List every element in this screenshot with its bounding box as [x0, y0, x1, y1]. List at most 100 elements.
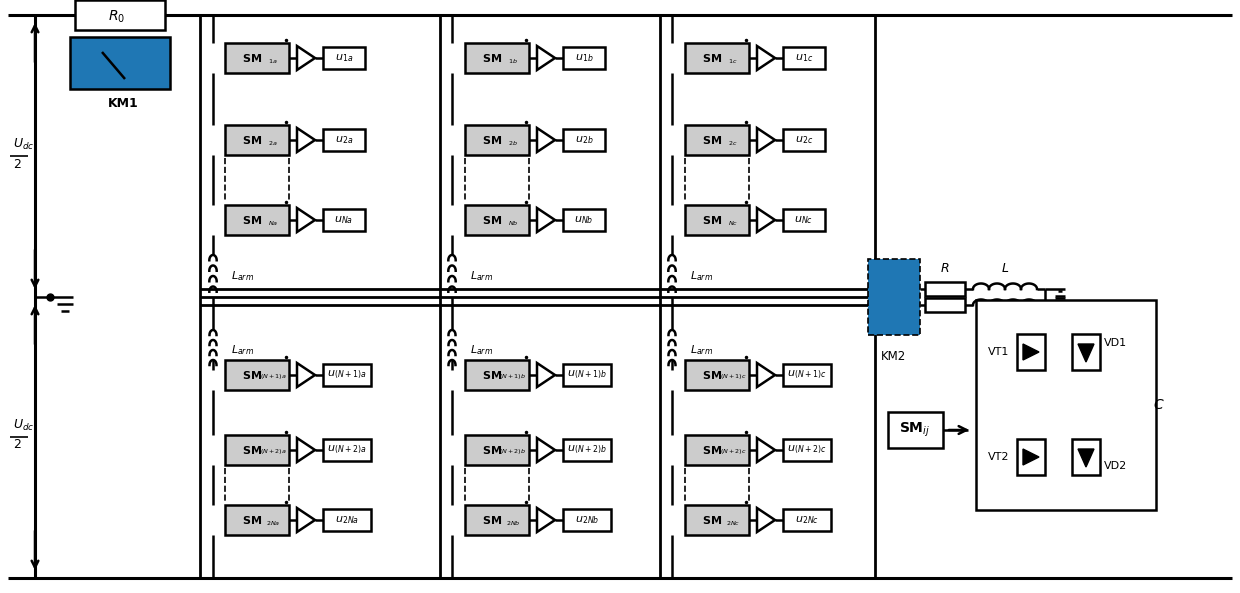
Bar: [322, 439, 371, 461]
Text: $\mathbf{SM}$: $\mathbf{SM}$: [482, 214, 502, 226]
Text: $\mathbf{SM}$: $\mathbf{SM}$: [702, 52, 722, 64]
Text: $R$: $R$: [940, 262, 950, 275]
Text: $L_{arm}$: $L_{arm}$: [689, 343, 713, 357]
Text: $_{(N+2)b}$: $_{(N+2)b}$: [500, 448, 527, 458]
Polygon shape: [756, 438, 775, 462]
Bar: [563, 47, 605, 69]
Text: $_{(N+2)a}$: $_{(N+2)a}$: [259, 448, 286, 458]
Text: $_{1c}$: $_{1c}$: [728, 56, 738, 65]
Bar: [684, 43, 749, 73]
Bar: [563, 129, 605, 151]
Text: $2$: $2$: [12, 438, 21, 451]
Bar: [224, 125, 289, 155]
Text: $u_{2Na}$: $u_{2Na}$: [335, 514, 360, 526]
Text: $_{Na}$: $_{Na}$: [268, 218, 278, 228]
Text: $_{(N+1)c}$: $_{(N+1)c}$: [719, 373, 746, 383]
Text: $\mathbf{SM}$: $\mathbf{SM}$: [242, 514, 262, 526]
Bar: [465, 125, 529, 155]
Text: $_{(N+1)b}$: $_{(N+1)b}$: [500, 373, 527, 383]
Bar: [782, 439, 831, 461]
Bar: [684, 125, 749, 155]
Bar: [976, 300, 1156, 510]
Bar: [465, 505, 529, 535]
Text: $\mathbf{SM}$: $\mathbf{SM}$: [482, 52, 502, 64]
Text: $u_{(N+2)a}$: $u_{(N+2)a}$: [327, 444, 367, 456]
Bar: [782, 364, 831, 386]
Polygon shape: [756, 128, 775, 152]
Text: $U_{dc}$: $U_{dc}$: [12, 417, 35, 432]
Bar: [322, 47, 365, 69]
Bar: [563, 509, 611, 531]
Polygon shape: [1078, 344, 1094, 362]
Bar: [465, 205, 529, 235]
Text: $\mathbf{SM}$: $\mathbf{SM}$: [242, 214, 262, 226]
Text: $u_{1c}$: $u_{1c}$: [795, 52, 813, 64]
Polygon shape: [298, 363, 315, 387]
Bar: [224, 435, 289, 465]
Polygon shape: [1023, 449, 1039, 465]
Bar: [1017, 334, 1045, 370]
Bar: [782, 209, 825, 231]
Bar: [322, 129, 365, 151]
Text: $\mathbf{SM}$: $\mathbf{SM}$: [482, 134, 502, 146]
Text: $u_{2Nc}$: $u_{2Nc}$: [795, 514, 818, 526]
Bar: [1017, 439, 1045, 475]
Text: $_{Nb}$: $_{Nb}$: [507, 218, 518, 228]
Text: KM1: KM1: [108, 97, 139, 110]
Bar: [684, 435, 749, 465]
Text: $u_{2b}$: $u_{2b}$: [574, 134, 593, 146]
Text: $\mathbf{SM}$: $\mathbf{SM}$: [702, 514, 722, 526]
Bar: [684, 360, 749, 390]
Text: KM2: KM2: [882, 350, 906, 363]
Text: $\mathbf{SM}$: $\mathbf{SM}$: [242, 52, 262, 64]
Bar: [684, 205, 749, 235]
Text: $u_{1a}$: $u_{1a}$: [335, 52, 353, 64]
Bar: [322, 209, 365, 231]
Text: $_{2Na}$: $_{2Na}$: [265, 518, 280, 528]
Bar: [224, 43, 289, 73]
Bar: [224, 505, 289, 535]
Bar: [224, 360, 289, 390]
Bar: [465, 360, 529, 390]
Text: $L_{arm}$: $L_{arm}$: [231, 269, 254, 283]
Bar: [782, 129, 825, 151]
Text: $_{2Nc}$: $_{2Nc}$: [725, 518, 740, 528]
Text: $_{1b}$: $_{1b}$: [508, 56, 518, 65]
Bar: [322, 364, 371, 386]
Polygon shape: [756, 508, 775, 532]
Text: $u_{(N+1)c}$: $u_{(N+1)c}$: [787, 369, 827, 381]
Text: VT1: VT1: [987, 347, 1009, 357]
Polygon shape: [537, 438, 556, 462]
Polygon shape: [537, 363, 556, 387]
Text: $\mathbf{SM}$: $\mathbf{SM}$: [702, 444, 722, 456]
Polygon shape: [537, 46, 556, 70]
Bar: [465, 435, 529, 465]
Bar: [69, 37, 170, 89]
Text: $u_{(N+1)a}$: $u_{(N+1)a}$: [327, 369, 367, 381]
Bar: [563, 439, 611, 461]
Bar: [1073, 439, 1100, 475]
Text: $_{2b}$: $_{2b}$: [508, 139, 518, 148]
Bar: [782, 509, 831, 531]
Text: $C$: $C$: [1153, 398, 1164, 412]
Polygon shape: [756, 208, 775, 232]
Text: $u_{Nb}$: $u_{Nb}$: [574, 214, 594, 226]
Bar: [224, 205, 289, 235]
Polygon shape: [298, 438, 315, 462]
Text: $\mathbf{SM}$: $\mathbf{SM}$: [242, 134, 262, 146]
Text: VD2: VD2: [1104, 461, 1127, 471]
Text: $_{1a}$: $_{1a}$: [268, 56, 278, 65]
Text: $L_{arm}$: $L_{arm}$: [470, 269, 494, 283]
Polygon shape: [756, 46, 775, 70]
Text: $L_{arm}$: $L_{arm}$: [231, 343, 254, 357]
Text: $\mathbf{SM}$: $\mathbf{SM}$: [482, 444, 502, 456]
Text: $u_{2Nb}$: $u_{2Nb}$: [575, 514, 599, 526]
Text: $L$: $L$: [1001, 262, 1009, 275]
Bar: [465, 43, 529, 73]
Polygon shape: [298, 128, 315, 152]
Text: $R_0$: $R_0$: [108, 9, 125, 25]
Polygon shape: [1023, 344, 1039, 360]
Text: $_{2a}$: $_{2a}$: [268, 139, 278, 148]
Text: $\mathbf{SM}$: $\mathbf{SM}$: [702, 214, 722, 226]
Text: VT2: VT2: [987, 452, 1009, 462]
